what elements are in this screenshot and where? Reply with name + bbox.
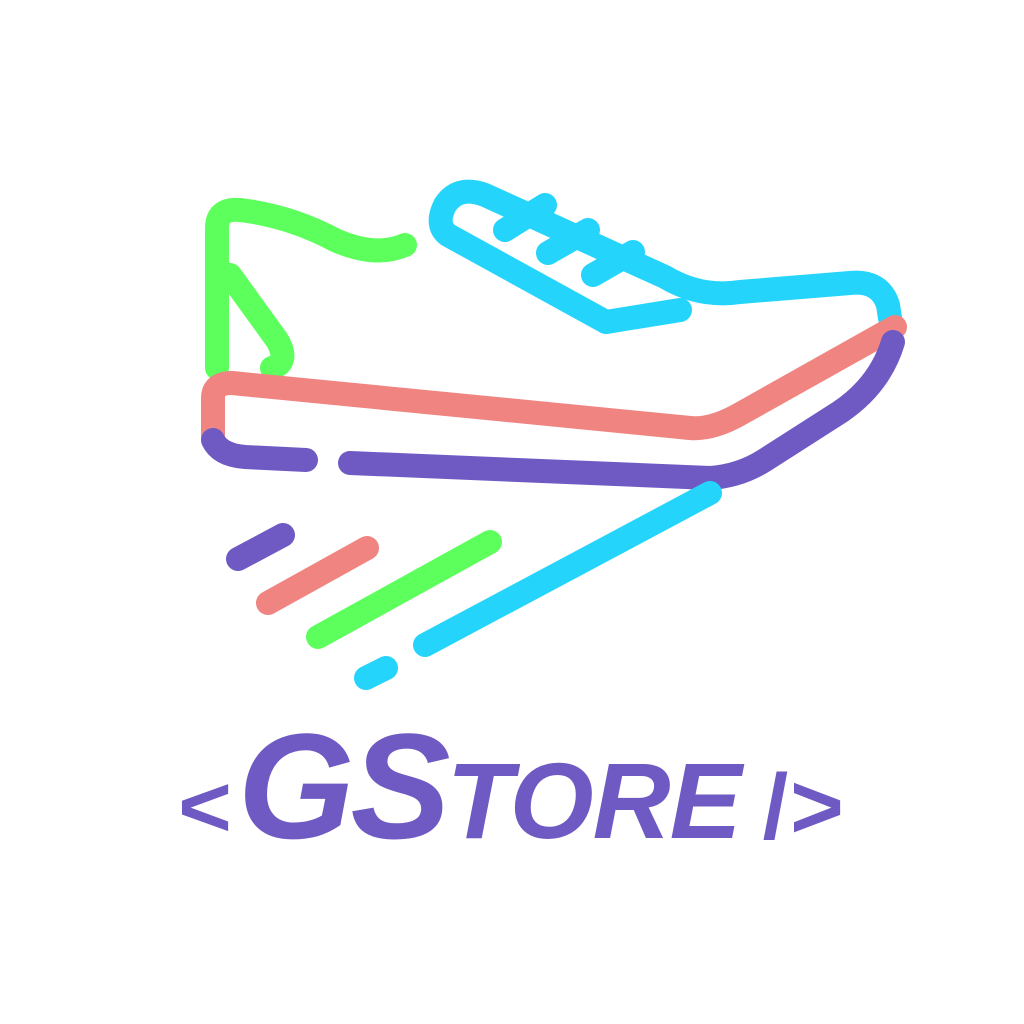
shoe-lace-3 — [581, 240, 645, 287]
shoe-lace-2 — [536, 218, 600, 265]
speed-line-green — [306, 530, 502, 649]
speed-line-purple — [226, 523, 295, 571]
shoe-heel-counter — [218, 263, 295, 380]
shoe-outsole-heel — [201, 428, 318, 472]
wordmark-letter-s: S — [350, 702, 451, 870]
speed-line-cyan-short — [354, 656, 398, 690]
shoe-heel-collar — [205, 197, 417, 380]
running-shoe-icon — [201, 179, 907, 690]
shoe-midsole — [201, 315, 907, 449]
shoe-outsole-main — [338, 330, 905, 490]
wordmark-tore: TORE — [446, 740, 742, 861]
wordmark-letter-g: G — [237, 702, 355, 870]
shoe-upper-vamp — [594, 298, 692, 334]
shoe-upper-tongue — [428, 179, 902, 334]
wordmark-close-tag: /> — [762, 756, 846, 858]
shoe-lace-1 — [493, 193, 557, 242]
speed-line-cyan-long — [413, 481, 722, 657]
speed-line-coral — [256, 536, 379, 615]
wordmark-open-bracket: < — [178, 758, 238, 856]
brand-wordmark: < G S TORE /> — [0, 700, 1024, 870]
